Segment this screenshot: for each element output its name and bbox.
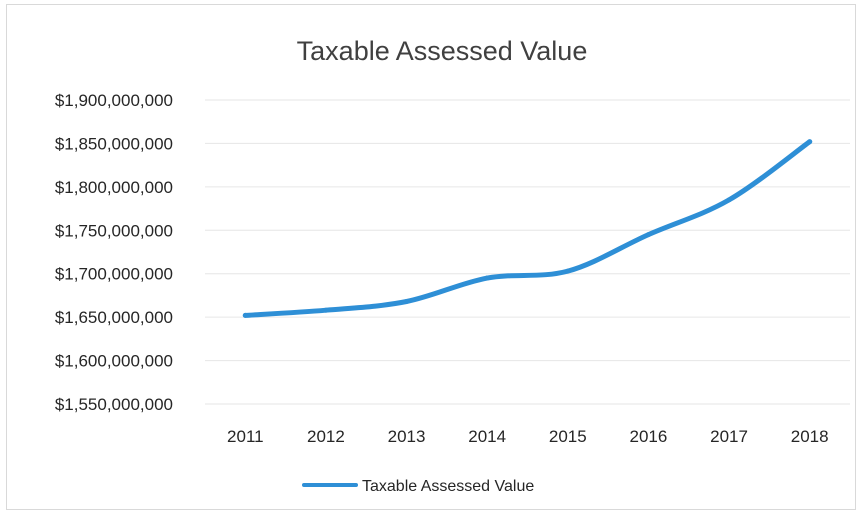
chart-frame [6, 4, 856, 510]
data-point [726, 197, 732, 203]
legend-label: Taxable Assessed Value [362, 478, 534, 495]
x-tick-label: 2015 [549, 427, 587, 446]
y-tick-label: $1,750,000,000 [55, 221, 173, 240]
x-tick-label: 2018 [791, 427, 829, 446]
gridlines [205, 99, 850, 405]
y-axis-tick-labels: $1,900,000,000 $1,850,000,000 $1,800,000,0… [55, 91, 173, 414]
data-point [404, 299, 410, 305]
data-point [807, 139, 813, 145]
y-tick-label: $1,850,000,000 [55, 134, 173, 153]
x-tick-label: 2014 [468, 427, 506, 446]
y-tick-label: $1,600,000,000 [55, 352, 173, 371]
x-axis-tick-labels: 2011 2012 2013 2014 2015 2016 2017 2018 [227, 427, 829, 446]
y-tick-label: $1,800,000,000 [55, 178, 173, 197]
data-point [323, 307, 329, 313]
data-point [645, 232, 651, 238]
y-tick-label: $1,550,000,000 [55, 395, 173, 414]
chart-title: Taxable Assessed Value [297, 36, 588, 66]
x-tick-label: 2012 [307, 427, 345, 446]
x-tick-label: 2011 [227, 427, 264, 446]
x-tick-label: 2016 [630, 427, 668, 446]
y-tick-label: $1,650,000,000 [55, 308, 173, 327]
data-point [242, 312, 248, 318]
series-line [242, 139, 813, 318]
y-tick-label: $1,900,000,000 [55, 91, 173, 110]
data-point [484, 275, 490, 281]
x-tick-label: 2013 [388, 427, 426, 446]
series-layer [242, 139, 813, 318]
data-point [565, 268, 571, 274]
y-tick-label: $1,700,000,000 [55, 265, 173, 284]
legend: Taxable Assessed Value [302, 478, 534, 495]
x-tick-label: 2017 [710, 427, 748, 446]
